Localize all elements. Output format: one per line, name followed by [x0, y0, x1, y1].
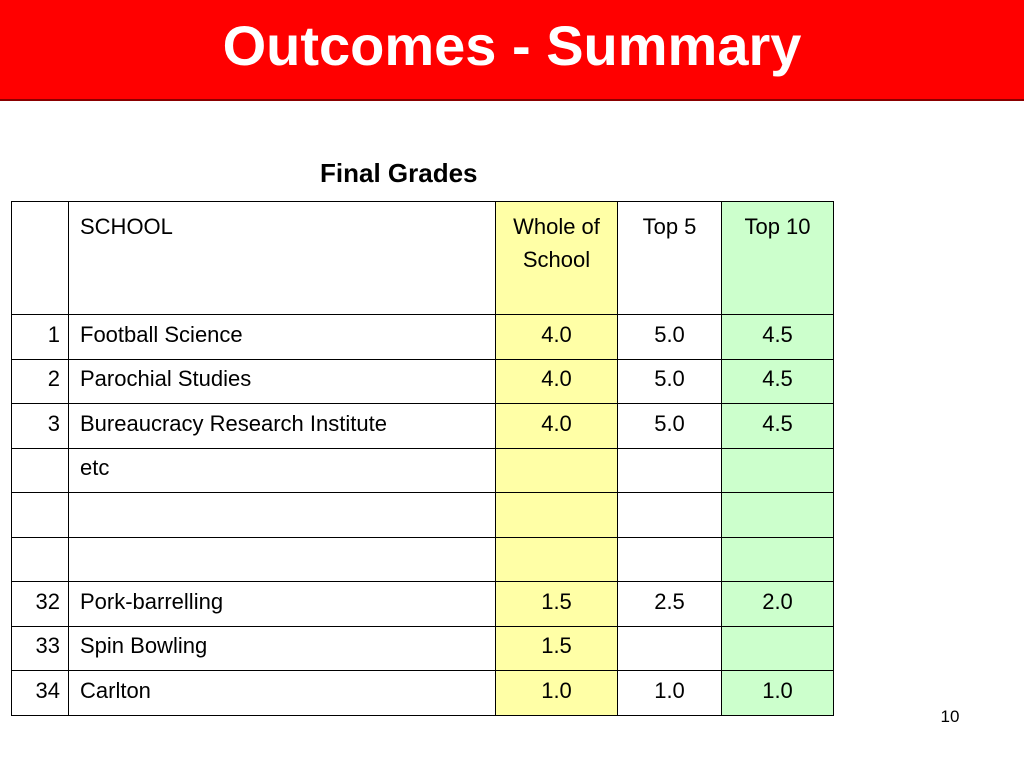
- top-10-cell: 1.0: [721, 670, 834, 716]
- table-row: 33 Spin Bowling 1.5: [11, 625, 834, 671]
- top-5-cell: [617, 536, 722, 582]
- rank-cell: [11, 536, 69, 582]
- rank-cell: [11, 492, 69, 538]
- school-cell: [68, 492, 496, 538]
- top-10-cell: 2.0: [721, 581, 834, 627]
- table-row: 1 Football Science 4.0 5.0 4.5: [11, 314, 834, 360]
- top-5-cell: [617, 447, 722, 493]
- top-5-cell: 1.0: [617, 670, 722, 716]
- whole-of-school-cell: 4.0: [495, 358, 618, 404]
- table-caption: Final Grades: [320, 158, 478, 188]
- table-row: [11, 492, 834, 538]
- top-5-cell: 5.0: [617, 358, 722, 404]
- top-5-cell: [617, 625, 722, 671]
- school-cell: Football Science: [68, 314, 496, 360]
- school-cell: Bureaucracy Research Institute: [68, 403, 496, 449]
- header-top-5: Top 5: [617, 201, 722, 315]
- rank-cell: 2: [11, 358, 69, 404]
- top-10-cell: 4.5: [721, 403, 834, 449]
- top-10-cell: 4.5: [721, 358, 834, 404]
- top-10-cell: [721, 536, 834, 582]
- table-row: 3 Bureaucracy Research Institute 4.0 5.0…: [11, 403, 834, 449]
- header-rank: [11, 201, 69, 315]
- whole-of-school-cell: [495, 492, 618, 538]
- rank-cell: 33: [11, 625, 69, 671]
- header-school: SCHOOL: [68, 201, 496, 315]
- rank-cell: 34: [11, 670, 69, 716]
- top-5-cell: 2.5: [617, 581, 722, 627]
- table-row: 34 Carlton 1.0 1.0 1.0: [11, 670, 834, 716]
- header-row: SCHOOL Whole of School Top 5 Top 10: [11, 201, 834, 315]
- top-5-cell: [617, 492, 722, 538]
- school-cell: Carlton: [68, 670, 496, 716]
- table-row: etc: [11, 447, 834, 493]
- table-row: 2 Parochial Studies 4.0 5.0 4.5: [11, 358, 834, 404]
- top-10-cell: [721, 625, 834, 671]
- whole-of-school-cell: 1.5: [495, 625, 618, 671]
- header-top-10: Top 10: [721, 201, 834, 315]
- whole-of-school-cell: 4.0: [495, 314, 618, 360]
- rank-cell: 32: [11, 581, 69, 627]
- slide-title: Outcomes - Summary: [222, 14, 802, 77]
- top-10-cell: [721, 447, 834, 493]
- top-10-cell: 4.5: [721, 314, 834, 360]
- title-bar: Outcomes - Summary: [0, 0, 1024, 101]
- whole-of-school-cell: 1.0: [495, 670, 618, 716]
- table-row: 32 Pork-barrelling 1.5 2.5 2.0: [11, 581, 834, 627]
- school-cell: Pork-barrelling: [68, 581, 496, 627]
- top-5-cell: 5.0: [617, 314, 722, 360]
- school-cell: [68, 536, 496, 582]
- top-5-cell: 5.0: [617, 403, 722, 449]
- school-cell: Parochial Studies: [68, 358, 496, 404]
- top-10-cell: [721, 492, 834, 538]
- page-number: 10: [940, 707, 960, 726]
- whole-of-school-cell: [495, 536, 618, 582]
- header-whole-of-school: Whole of School: [495, 201, 618, 315]
- rank-cell: [11, 447, 69, 493]
- whole-of-school-cell: 4.0: [495, 403, 618, 449]
- rank-cell: 1: [11, 314, 69, 360]
- table-row: [11, 536, 834, 582]
- rank-cell: 3: [11, 403, 69, 449]
- whole-of-school-cell: [495, 447, 618, 493]
- school-cell: etc: [68, 447, 496, 493]
- final-grades-table: SCHOOL Whole of School Top 5 Top 10 1 Fo…: [11, 201, 834, 716]
- school-cell: Spin Bowling: [68, 625, 496, 671]
- whole-of-school-cell: 1.5: [495, 581, 618, 627]
